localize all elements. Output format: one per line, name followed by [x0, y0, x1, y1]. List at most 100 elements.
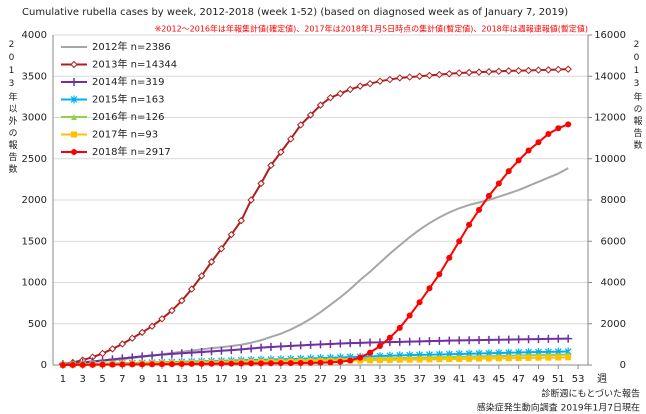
- marker: [435, 336, 444, 345]
- legend-marker: [70, 95, 78, 104]
- marker: [564, 65, 572, 73]
- x-tick-label: 23: [275, 374, 288, 385]
- legend-label: 2012年 n=2386: [92, 40, 171, 53]
- x-tick-label: 21: [255, 374, 268, 385]
- marker: [178, 296, 186, 305]
- marker: [356, 82, 364, 90]
- marker: [395, 337, 404, 346]
- x-tick-label: 7: [119, 374, 125, 385]
- x-tick-label: 27: [314, 374, 327, 385]
- marker: [69, 361, 76, 368]
- marker: [79, 361, 86, 368]
- legend-label: 2014年 n=319: [92, 75, 164, 88]
- marker: [534, 66, 543, 74]
- marker: [276, 342, 285, 351]
- marker: [227, 230, 236, 239]
- marker: [525, 354, 532, 361]
- x-tick-label: 39: [433, 374, 446, 385]
- marker: [445, 70, 454, 78]
- y-tick-label: 2000: [22, 195, 47, 206]
- marker: [554, 334, 563, 343]
- footnote: 感染症発生動向調査 2019年1月7日現在: [477, 402, 640, 414]
- marker: [426, 285, 433, 292]
- legend-marker: [71, 149, 77, 155]
- y2-tick-label: 8000: [601, 195, 626, 206]
- marker: [564, 334, 573, 343]
- marker: [415, 72, 424, 80]
- marker: [436, 356, 443, 363]
- marker: [514, 66, 523, 75]
- marker: [476, 355, 483, 362]
- marker: [376, 357, 383, 364]
- marker: [287, 360, 294, 367]
- marker: [167, 349, 176, 358]
- marker: [555, 125, 562, 132]
- marker: [327, 359, 334, 366]
- marker: [367, 349, 374, 356]
- marker: [267, 360, 274, 367]
- marker: [317, 359, 324, 366]
- marker: [456, 238, 463, 245]
- y-tick-label: 500: [28, 319, 47, 330]
- marker: [425, 71, 434, 80]
- legend-marker: [71, 114, 77, 120]
- y-tick-label: 4000: [22, 30, 47, 41]
- legend-label: 2013年 n=14344: [92, 58, 177, 71]
- marker: [476, 206, 483, 213]
- marker: [158, 361, 165, 368]
- marker: [197, 347, 206, 356]
- x-tick-label: 31: [354, 374, 367, 385]
- legend-marker: [70, 78, 78, 86]
- marker: [59, 362, 66, 368]
- marker: [178, 361, 185, 368]
- x-tick-label: 29: [334, 374, 347, 385]
- marker: [416, 299, 423, 306]
- y2-tick-label: 10000: [594, 154, 626, 165]
- marker: [514, 335, 523, 344]
- marker: [376, 343, 383, 350]
- marker: [485, 68, 493, 76]
- marker: [386, 75, 394, 84]
- marker: [296, 121, 305, 129]
- marker: [494, 335, 503, 344]
- marker: [565, 121, 572, 128]
- marker: [267, 161, 275, 170]
- marker: [158, 315, 166, 323]
- marker: [356, 338, 365, 347]
- marker: [336, 89, 345, 98]
- marker: [535, 139, 542, 146]
- marker: [396, 324, 403, 331]
- x-tick-label: 9: [139, 374, 145, 385]
- marker: [306, 111, 315, 119]
- marker: [406, 356, 413, 363]
- marker: [425, 337, 434, 346]
- marker: [207, 258, 216, 266]
- marker: [118, 340, 127, 348]
- marker: [257, 343, 266, 352]
- marker: [119, 361, 126, 368]
- legend-marker: [71, 131, 77, 138]
- marker: [139, 361, 146, 368]
- marker: [456, 355, 463, 362]
- marker: [485, 192, 492, 199]
- marker: [346, 85, 354, 94]
- marker: [108, 345, 117, 353]
- marker: [168, 306, 176, 315]
- marker: [435, 70, 444, 79]
- marker: [475, 336, 484, 345]
- note: ※2012～2016年は年報集計値(確定値)、2017年は2018年1月5日時点…: [155, 24, 588, 34]
- y2-axis-title: 2013年の報告数: [632, 40, 643, 152]
- marker: [386, 334, 393, 341]
- marker: [306, 340, 315, 349]
- marker: [149, 361, 156, 368]
- marker: [217, 244, 226, 253]
- marker: [99, 361, 106, 368]
- y-tick-label: 1500: [22, 236, 47, 247]
- marker: [266, 343, 275, 352]
- marker: [238, 360, 245, 367]
- x-tick-label: 1: [60, 374, 66, 385]
- marker: [495, 180, 502, 187]
- marker: [505, 355, 512, 362]
- y2-tick-label: 6000: [601, 236, 626, 247]
- marker: [554, 65, 562, 74]
